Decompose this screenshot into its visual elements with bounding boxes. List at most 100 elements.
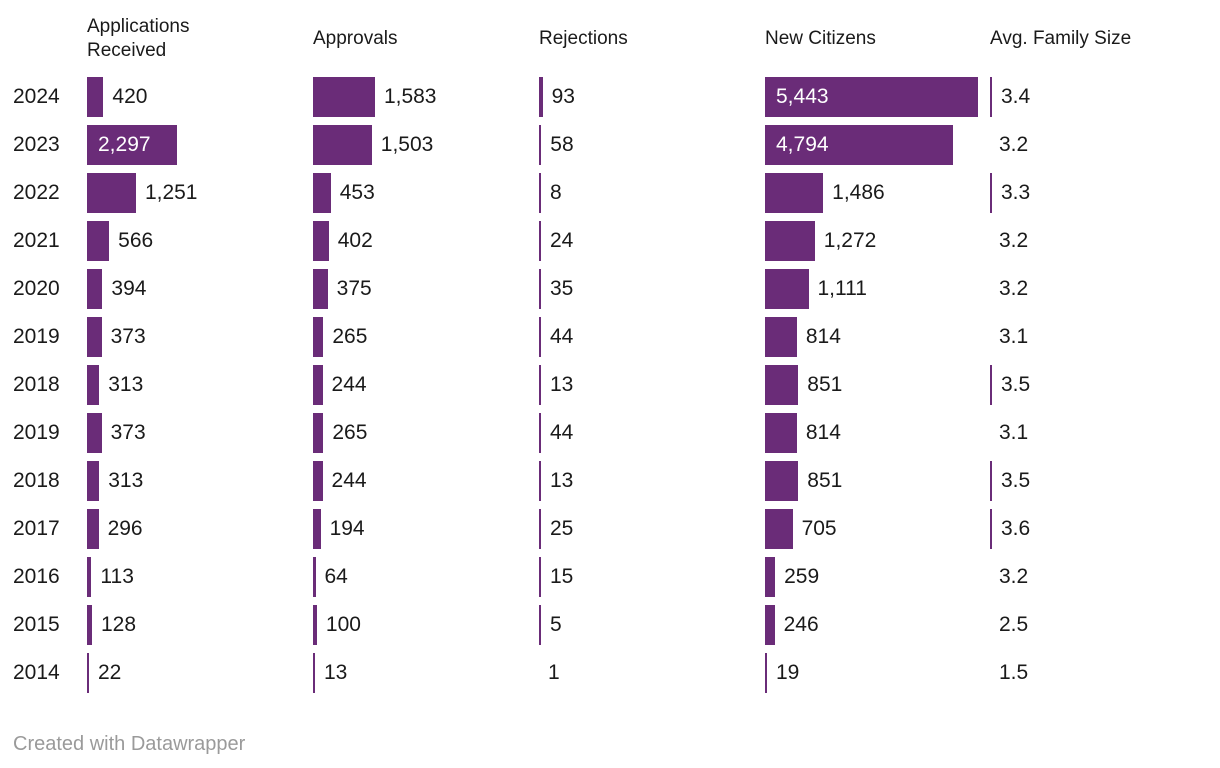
bar-cell: 402: [313, 217, 539, 265]
year-label: 2021: [13, 229, 60, 252]
value-label: 22: [98, 661, 122, 684]
bar: [765, 605, 775, 645]
bar-cell: 566: [87, 217, 313, 265]
bar-cell: 3.4: [990, 73, 1220, 121]
bar: [313, 605, 317, 645]
bar: [313, 653, 315, 693]
value-label: 128: [101, 613, 137, 636]
bar-cell: 44: [539, 313, 765, 361]
year-label: 2014: [13, 661, 60, 684]
bar: [87, 365, 100, 405]
value-label: 194: [329, 517, 365, 540]
value-label: 453: [339, 181, 375, 204]
bar-cell: 1,503: [313, 121, 539, 169]
value-label: 296: [107, 517, 143, 540]
value-label: 373: [110, 421, 146, 444]
bar-cell: 8: [539, 169, 765, 217]
bar-cell: 851: [765, 457, 990, 505]
bar-cell: 246: [765, 601, 990, 649]
bar-cell: 313: [87, 457, 313, 505]
value-label: 35: [550, 277, 574, 300]
attribution: Created with Datawrapper: [13, 733, 246, 755]
bar-cell: 3.2: [990, 553, 1220, 601]
value-label: 2,297: [98, 133, 151, 156]
table-row: 2020 394 375 35 1,111 3.2: [0, 265, 1220, 313]
bar-cell: 19: [765, 649, 990, 697]
bar-cell: 705: [765, 505, 990, 553]
bar: [539, 509, 541, 549]
value-label: 394: [111, 277, 147, 300]
bar-cell: 296: [87, 505, 313, 553]
bar-cell: 394: [87, 265, 313, 313]
bar-cell: 1.5: [990, 649, 1220, 697]
value-label: 3.4: [1001, 85, 1031, 108]
value-label: 1,272: [823, 229, 877, 252]
value-label: 3.2: [999, 133, 1029, 156]
bar: [539, 77, 543, 117]
bar: [539, 125, 542, 165]
bar: [313, 365, 323, 405]
bar: [765, 269, 809, 309]
rows: 2024 420 1,583 93 5,443 3.4 2023 2,297 1,503 58 4,…: [0, 73, 1220, 697]
year-label: 2017: [13, 517, 60, 540]
value-label: 3.5: [1001, 469, 1031, 492]
value-label: 15: [550, 565, 574, 588]
value-label: 93: [551, 85, 575, 108]
value-label: 373: [110, 325, 146, 348]
bar: [765, 125, 953, 165]
year-label: 2019: [13, 421, 60, 444]
bar-cell: 3.2: [990, 121, 1220, 169]
column-header-new-citizens: New Citizens: [765, 27, 876, 49]
bar-cell: 3.2: [990, 217, 1220, 265]
bar: [765, 413, 797, 453]
bar-cell: 375: [313, 265, 539, 313]
bar-cell: 5: [539, 601, 765, 649]
table-row: 2024 420 1,583 93 5,443 3.4: [0, 73, 1220, 121]
bar-cell: 265: [313, 313, 539, 361]
bar-cell: 3.5: [990, 361, 1220, 409]
table-row: 2014 22 13 1 19 1.5: [0, 649, 1220, 697]
value-label: 1,503: [380, 133, 434, 156]
bar-cell: 373: [87, 409, 313, 457]
bar: [765, 653, 767, 693]
bar: [313, 77, 375, 117]
bar: [539, 605, 541, 645]
bar-cell: 2.5: [990, 601, 1220, 649]
bar: [87, 653, 89, 693]
bar-cell: 15: [539, 553, 765, 601]
value-label: 58: [550, 133, 574, 156]
value-label: 3.6: [1001, 517, 1031, 540]
bar: [765, 173, 824, 213]
value-label: 24: [550, 229, 574, 252]
value-label: 4,794: [776, 133, 829, 156]
year-label: 2023: [13, 133, 60, 156]
bar: [313, 557, 316, 597]
bar-cell: 93: [539, 73, 765, 121]
bar: [87, 557, 92, 597]
table-row: 2021 566 402 24 1,272 3.2: [0, 217, 1220, 265]
bar-cell: 1: [539, 649, 765, 697]
bar-cell: 1,111: [765, 265, 990, 313]
column-header-avg-family-size: Avg. Family Size: [990, 27, 1132, 49]
bar-cell: 25: [539, 505, 765, 553]
bar: [313, 221, 329, 261]
value-label: 3.2: [999, 229, 1029, 252]
year-label: 2018: [13, 373, 60, 396]
value-label: 13: [324, 661, 348, 684]
bar-table-chart: Applications Received Approvals Rejectio…: [0, 8, 1220, 768]
value-label: 1,251: [144, 181, 198, 204]
value-label: 3.3: [1001, 181, 1031, 204]
value-label: 13: [550, 469, 574, 492]
bar-cell: 1,583: [313, 73, 539, 121]
value-label: 259: [784, 565, 820, 588]
year-label: 2016: [13, 565, 60, 588]
year-label: 2022: [13, 181, 60, 204]
bar-cell: 128: [87, 601, 313, 649]
value-label: 814: [805, 421, 841, 444]
bar: [765, 221, 815, 261]
table-row: 2018 313 244 13 851 3.5: [0, 457, 1220, 505]
value-label: 5,443: [776, 85, 829, 108]
bar-cell: 100: [313, 601, 539, 649]
bar: [539, 317, 541, 357]
bar: [765, 461, 799, 501]
